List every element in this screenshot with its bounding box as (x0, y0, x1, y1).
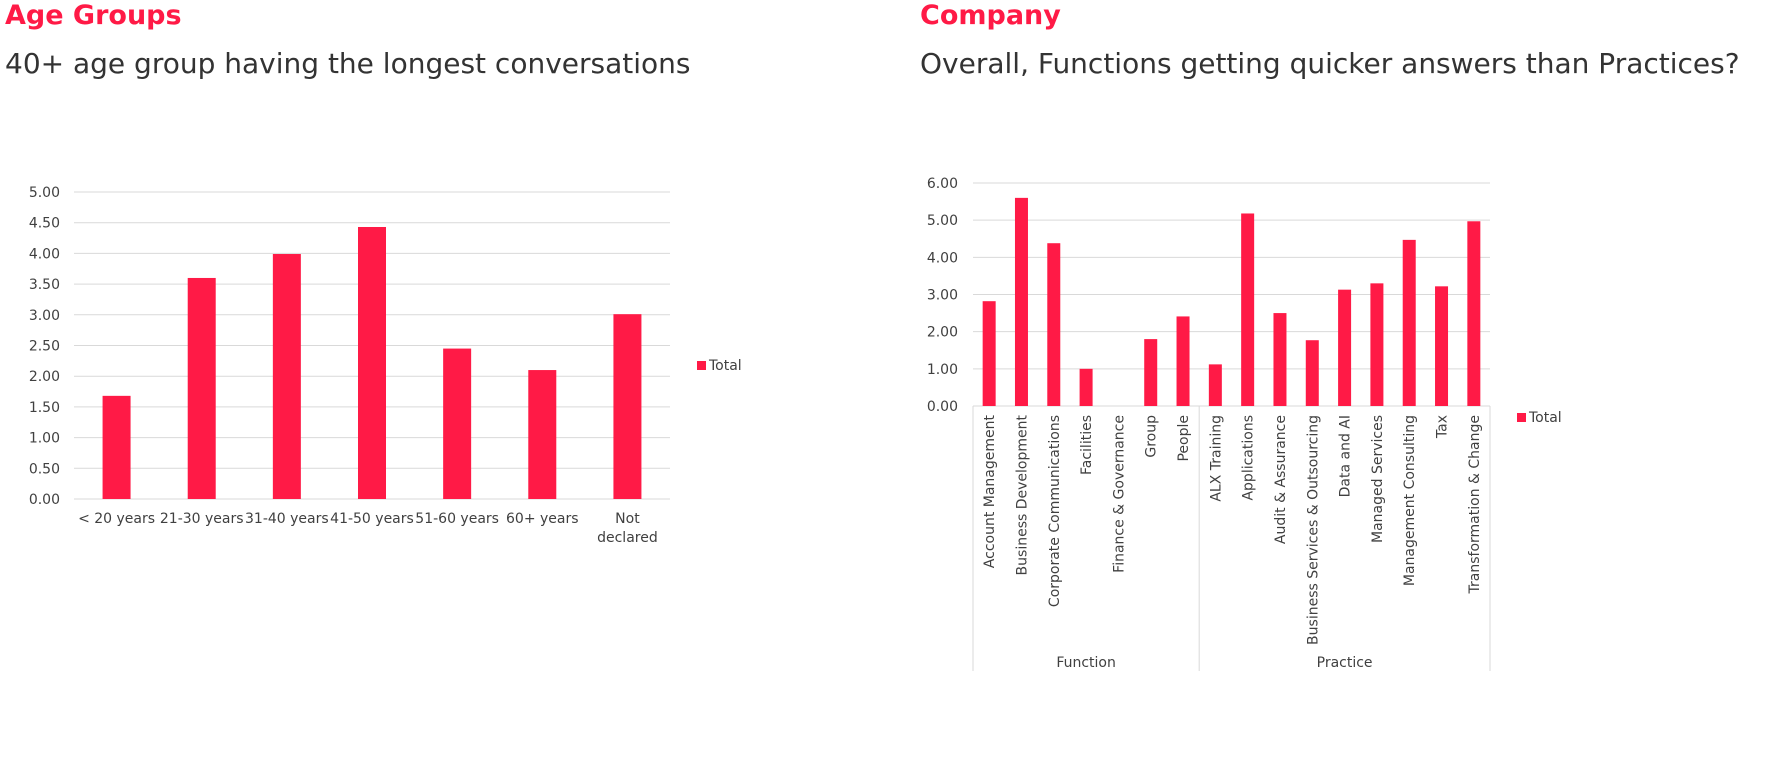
x-tick-label: Tax (1435, 415, 1451, 439)
x-tick-label: Finance & Governance (1111, 415, 1127, 573)
x-tick-label: 60+ years (506, 511, 579, 527)
company-title: Company (920, 0, 1061, 31)
y-tick-label: 4.00 (29, 246, 60, 262)
bar (1208, 364, 1222, 406)
x-tick-label: declared (597, 530, 658, 546)
legend-swatch (1517, 413, 1526, 422)
x-tick-label: Business Services & Outsourcing (1305, 415, 1321, 645)
age-groups-title: Age Groups (5, 0, 182, 31)
bar (982, 301, 996, 406)
age-groups-subtitle: 40+ age group having the longest convers… (5, 47, 691, 80)
y-tick-label: 3.00 (927, 288, 958, 304)
x-tick-label: People (1176, 415, 1192, 462)
company-subtitle: Overall, Functions getting quicker answe… (920, 47, 1740, 80)
bar (1079, 368, 1093, 406)
x-tick-label: Transformation & Change (1467, 415, 1483, 594)
y-tick-label: 5.00 (927, 213, 958, 229)
bar (1241, 213, 1255, 406)
y-tick-label: 0.00 (927, 399, 958, 415)
bar (443, 348, 472, 499)
bar (1176, 316, 1190, 406)
bar (528, 370, 557, 499)
y-tick-label: 5.00 (29, 185, 60, 201)
x-tick-label: Audit & Assurance (1273, 415, 1289, 544)
x-tick-label: 41-50 years (330, 511, 414, 527)
x-tick-label: 51-60 years (415, 511, 499, 527)
bar (1467, 221, 1481, 406)
company-panel: Company Overall, Functions getting quick… (915, 0, 1791, 769)
bar (1435, 286, 1449, 406)
y-tick-label: 3.50 (29, 277, 60, 293)
x-tick-label: Group (1144, 415, 1160, 458)
x-tick-label: Account Management (982, 414, 998, 568)
bar (1014, 197, 1028, 406)
x-tick-label: < 20 years (78, 511, 155, 527)
y-tick-label: 6.00 (927, 176, 958, 192)
bar (1047, 243, 1061, 406)
bar (1370, 283, 1384, 406)
y-tick-label: 0.00 (29, 492, 60, 508)
bar (102, 395, 131, 499)
y-tick-label: 2.00 (29, 369, 60, 385)
x-tick-label: Applications (1241, 415, 1257, 501)
bar (1273, 313, 1287, 406)
x-tick-label: Data and AI (1338, 415, 1354, 497)
x-tick-label: Management Consulting (1402, 415, 1418, 586)
y-tick-label: 1.00 (29, 431, 60, 447)
y-tick-label: 2.00 (927, 325, 958, 341)
legend-label: Total (708, 358, 742, 374)
legend-swatch (697, 361, 706, 370)
bar (1144, 339, 1158, 406)
y-tick-label: 1.00 (927, 362, 958, 378)
group-label: Practice (1317, 655, 1373, 671)
bar (1305, 340, 1319, 406)
x-tick-label: Corporate Communications (1047, 415, 1063, 607)
company-chart: 0.00 1.00 2.00 3.00 4.00 5.00 6.00 Account Mana… (927, 176, 1562, 671)
x-tick-label: Not (615, 511, 640, 527)
bar (613, 314, 642, 499)
bar (1402, 239, 1416, 406)
x-tick-label: 21-30 years (160, 511, 244, 527)
y-tick-label: 4.00 (927, 250, 958, 266)
y-tick-label: 0.50 (29, 461, 60, 477)
x-tick-label: ALX Training (1208, 415, 1224, 502)
y-tick-label: 1.50 (29, 400, 60, 416)
x-tick-label: 31-40 years (245, 511, 329, 527)
age-groups-chart: 0.00 0.50 1.00 1.50 2.00 2.50 3.00 3.50 4.00 4.50… (29, 185, 742, 546)
age-groups-panel: Age Groups 40+ age group having the long… (0, 0, 880, 769)
bar (358, 226, 386, 500)
y-tick-label: 3.00 (29, 308, 60, 324)
group-label: Function (1056, 655, 1116, 671)
bar (272, 254, 301, 499)
y-tick-label: 2.50 (29, 339, 60, 355)
bar (1338, 289, 1352, 406)
x-tick-label: Facilities (1079, 415, 1095, 475)
bar (187, 277, 216, 499)
x-tick-label: Managed Services (1370, 415, 1386, 543)
x-tick-label: Business Development (1014, 414, 1030, 575)
y-tick-label: 4.50 (29, 216, 60, 232)
legend-label: Total (1528, 410, 1562, 426)
